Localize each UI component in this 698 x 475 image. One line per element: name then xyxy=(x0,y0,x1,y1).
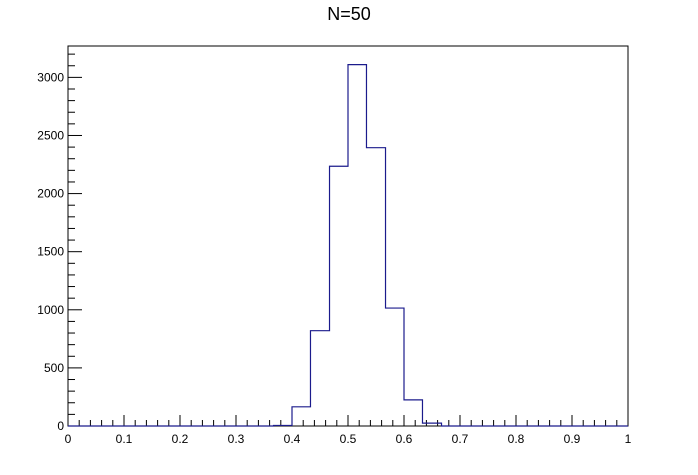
x-tick-label: 0.5 xyxy=(340,432,357,446)
x-tick-label: 0.1 xyxy=(116,432,133,446)
chart-title: N=50 xyxy=(327,4,371,24)
x-tick-label: 0.9 xyxy=(564,432,581,446)
x-tick-label: 1 xyxy=(625,432,632,446)
y-tick-label: 1000 xyxy=(37,303,64,317)
x-tick-label: 0.4 xyxy=(284,432,301,446)
y-tick-label: 2000 xyxy=(37,187,64,201)
y-tick-label: 0 xyxy=(57,419,64,433)
x-axis: 0 0.1 0.2 0.3 0.4 0.5 0.6 0.7 0.8 0.9 1 xyxy=(65,415,632,446)
x-tick-label: 0.6 xyxy=(396,432,413,446)
y-tick-label: 2500 xyxy=(37,128,64,142)
histogram-series-line xyxy=(68,63,628,427)
y-tick-label: 1500 xyxy=(37,245,64,259)
y-tick-label: 3000 xyxy=(37,70,64,84)
x-tick-label: 0 xyxy=(65,432,72,446)
x-tick-label: 0.7 xyxy=(452,432,469,446)
y-tick-label: 500 xyxy=(44,361,64,375)
x-tick-label: 0.2 xyxy=(172,432,189,446)
x-tick-label: 0.8 xyxy=(508,432,525,446)
x-tick-label: 0.3 xyxy=(228,432,245,446)
y-axis: 0 500 1000 1500 2000 2500 3000 xyxy=(37,53,82,433)
